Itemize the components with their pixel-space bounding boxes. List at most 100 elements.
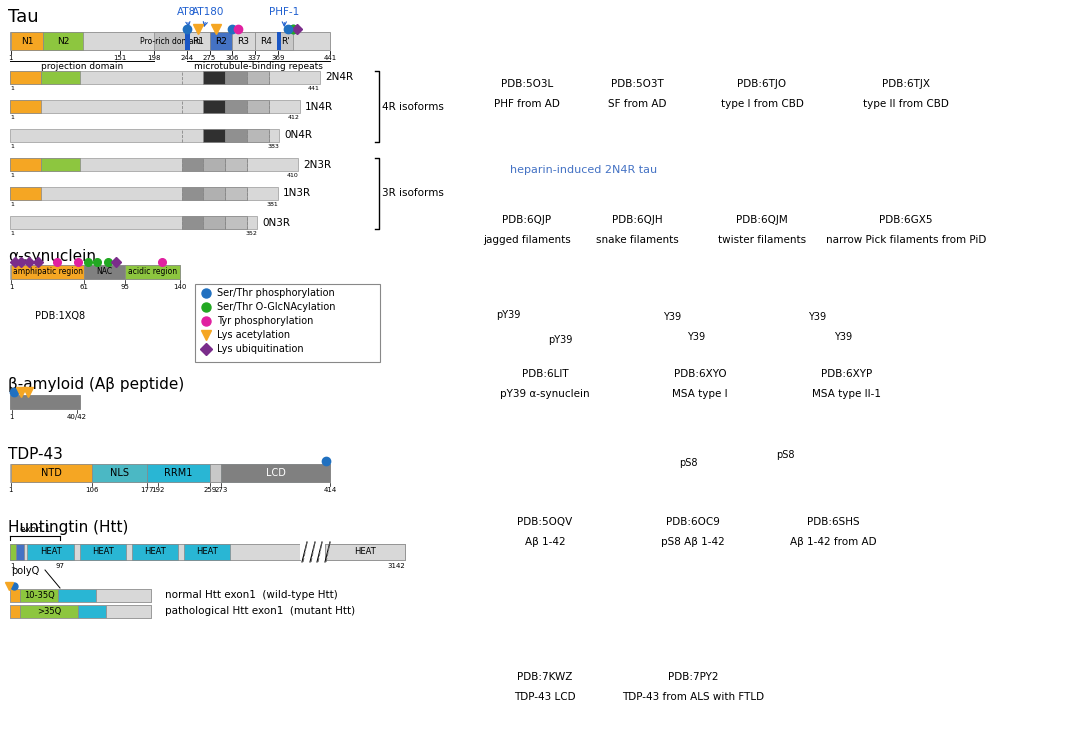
- Text: R2: R2: [215, 37, 227, 46]
- Text: PDB:7KWZ: PDB:7KWZ: [518, 672, 573, 682]
- Bar: [10, 544, 300, 560]
- Bar: [126, 265, 180, 279]
- Text: PDB:6XYO: PDB:6XYO: [674, 369, 726, 379]
- Bar: [40, 158, 80, 171]
- Bar: [203, 129, 225, 142]
- Bar: [247, 100, 269, 113]
- Text: PDB:1XQ8: PDB:1XQ8: [35, 311, 85, 321]
- Text: 95: 95: [121, 284, 130, 290]
- Text: twister filaments: twister filaments: [718, 235, 806, 245]
- Text: heparin-induced 2N4R tau: heparin-induced 2N4R tau: [510, 165, 657, 175]
- Bar: [84, 265, 126, 279]
- Bar: [184, 544, 230, 560]
- Text: pY39 α-synuclein: pY39 α-synuclein: [501, 389, 590, 399]
- Text: 198: 198: [147, 55, 161, 61]
- Bar: [247, 129, 269, 142]
- Text: PDB:7PY2: PDB:7PY2: [668, 672, 718, 682]
- Bar: [10, 32, 330, 50]
- Text: 1: 1: [10, 144, 14, 149]
- Text: TDP-43: TDP-43: [9, 447, 63, 462]
- Bar: [58, 589, 96, 602]
- Bar: [181, 216, 203, 229]
- Text: MSA type I: MSA type I: [672, 389, 727, 399]
- Bar: [10, 187, 40, 200]
- Bar: [12, 265, 84, 279]
- Text: Aβ 1-42 from AD: Aβ 1-42 from AD: [789, 537, 876, 547]
- Bar: [181, 187, 203, 200]
- Bar: [10, 589, 20, 602]
- Text: 1: 1: [10, 563, 15, 569]
- Bar: [255, 32, 278, 50]
- Bar: [153, 32, 187, 50]
- Text: jagged filaments: jagged filaments: [484, 235, 571, 245]
- Bar: [247, 71, 269, 84]
- Text: HEAT: HEAT: [144, 548, 166, 556]
- Text: β-amyloid (Aβ peptide): β-amyloid (Aβ peptide): [9, 377, 184, 392]
- Text: 383: 383: [267, 144, 279, 149]
- Text: projection domain: projection domain: [40, 62, 122, 71]
- Text: 1N3R: 1N3R: [283, 188, 311, 199]
- Text: PHF-1: PHF-1: [269, 7, 299, 26]
- Text: Y39: Y39: [834, 332, 852, 342]
- Text: Tau: Tau: [9, 8, 38, 26]
- Text: TDP-43 LCD: TDP-43 LCD: [514, 692, 576, 702]
- Text: PDB:6LIT: PDB:6LIT: [522, 369, 569, 379]
- Text: pY39: pY39: [496, 310, 520, 320]
- Bar: [325, 544, 405, 560]
- Bar: [10, 100, 299, 113]
- Text: HEAT: HEAT: [196, 548, 218, 556]
- Text: 410: 410: [286, 173, 298, 178]
- Text: 10-35Q: 10-35Q: [23, 591, 54, 600]
- Text: 273: 273: [214, 487, 228, 493]
- Text: PHF from AD: PHF from AD: [494, 99, 560, 109]
- Bar: [222, 464, 330, 482]
- Text: 2N4R: 2N4R: [325, 73, 354, 82]
- Bar: [203, 216, 225, 229]
- Bar: [20, 589, 58, 602]
- Bar: [10, 71, 319, 84]
- Bar: [10, 187, 278, 200]
- Text: snake filaments: snake filaments: [595, 235, 678, 245]
- Text: SF from AD: SF from AD: [608, 99, 667, 109]
- Text: PDB:5O3L: PDB:5O3L: [501, 79, 553, 89]
- Text: 1: 1: [10, 173, 14, 178]
- Text: LCD: LCD: [265, 468, 285, 478]
- Text: 1: 1: [9, 487, 13, 493]
- Bar: [225, 71, 247, 84]
- Text: R3: R3: [237, 37, 249, 46]
- Bar: [44, 32, 83, 50]
- Bar: [225, 216, 247, 229]
- Text: PDB:5O3T: PDB:5O3T: [610, 79, 663, 89]
- Text: >35Q: >35Q: [37, 607, 61, 616]
- Bar: [10, 158, 298, 171]
- Text: 0N4R: 0N4R: [284, 130, 312, 140]
- Text: Tyr phosphorylation: Tyr phosphorylation: [217, 316, 313, 326]
- Bar: [203, 158, 225, 171]
- Bar: [222, 464, 311, 482]
- Bar: [106, 605, 151, 618]
- Bar: [92, 464, 147, 482]
- Text: pathological Htt exon1  (mutant Htt): pathological Htt exon1 (mutant Htt): [165, 607, 355, 616]
- Text: NTD: NTD: [40, 468, 62, 478]
- Text: AT180: AT180: [192, 7, 225, 26]
- Bar: [278, 32, 293, 50]
- Text: 97: 97: [55, 563, 65, 569]
- Bar: [20, 605, 78, 618]
- Bar: [325, 544, 405, 560]
- Text: 3142: 3142: [388, 563, 405, 569]
- Text: 3R isoforms: 3R isoforms: [382, 188, 444, 199]
- Text: 40/42: 40/42: [67, 414, 86, 420]
- Text: 1: 1: [10, 202, 14, 207]
- Text: HEAT: HEAT: [355, 548, 376, 556]
- Text: 441: 441: [324, 55, 337, 61]
- Text: RRM2: RRM2: [252, 468, 280, 478]
- Text: 244: 244: [180, 55, 194, 61]
- Bar: [203, 187, 225, 200]
- Bar: [28, 544, 73, 560]
- Text: HEAT: HEAT: [92, 548, 114, 556]
- Text: acidic region: acidic region: [128, 268, 177, 277]
- Bar: [11, 32, 44, 50]
- Bar: [10, 265, 180, 279]
- Text: amphipatic region: amphipatic region: [13, 268, 83, 277]
- Text: 177: 177: [141, 487, 153, 493]
